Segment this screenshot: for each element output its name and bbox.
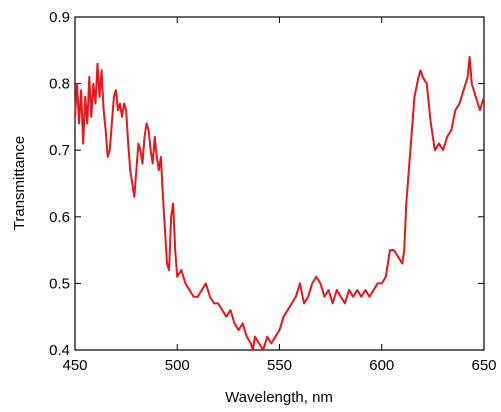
y-tick-label: 0.9: [49, 9, 70, 26]
y-tick-label: 0.7: [49, 142, 70, 159]
plot-frame: [74, 16, 485, 351]
y-tick-label: 0.6: [49, 209, 70, 226]
data-line: [74, 55, 485, 351]
y-tick-label: 0.4: [49, 342, 70, 359]
x-axis-label: Wavelength, nm: [225, 389, 333, 406]
y-tick-label: 0.5: [49, 275, 70, 292]
x-tick-label: 650: [471, 357, 496, 374]
x-tick-label: 500: [165, 357, 190, 374]
y-axis-label: Transmittance: [11, 136, 28, 230]
x-tick-label: 550: [267, 357, 292, 374]
x-tick-label: 450: [62, 357, 87, 374]
x-tick-label: 600: [369, 357, 394, 374]
y-tick-label: 0.8: [49, 76, 70, 93]
